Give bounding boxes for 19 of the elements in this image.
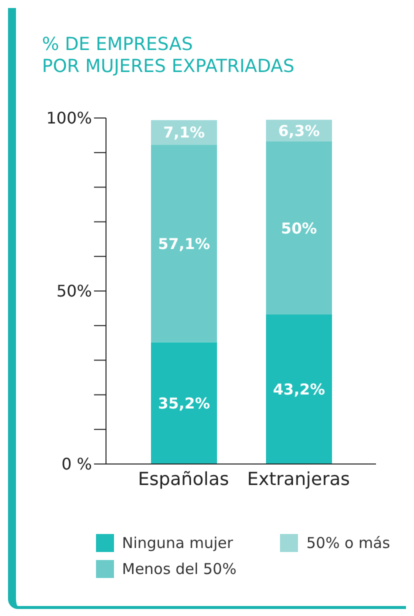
data-label: 57,1%: [158, 234, 210, 253]
bar: [151, 144, 217, 342]
x-tick-label: Españolas: [138, 468, 230, 490]
legend-label: 50% o más: [306, 534, 390, 552]
data-label: 43,2%: [272, 380, 326, 399]
x-tick-label: Extranjeras: [247, 468, 350, 490]
legend-label: Ninguna mujer: [122, 534, 234, 552]
data-label: 6,3%: [278, 122, 320, 140]
bar: [266, 314, 332, 464]
data-label: 35,2%: [158, 394, 210, 412]
data-label: 7,1%: [163, 124, 205, 142]
bar: [151, 342, 217, 464]
y-tick-label: 0 %: [62, 454, 92, 474]
data-label: 50%: [281, 219, 317, 238]
legend-label: Menos del 50%: [122, 560, 236, 578]
y-tick-label: 100%: [46, 108, 92, 128]
chart-title: % DE EMPRESAS POR MUJERES EXPATRIADAS: [41, 33, 296, 79]
bar: [266, 142, 332, 315]
y-tick-label: 50%: [56, 282, 92, 301]
